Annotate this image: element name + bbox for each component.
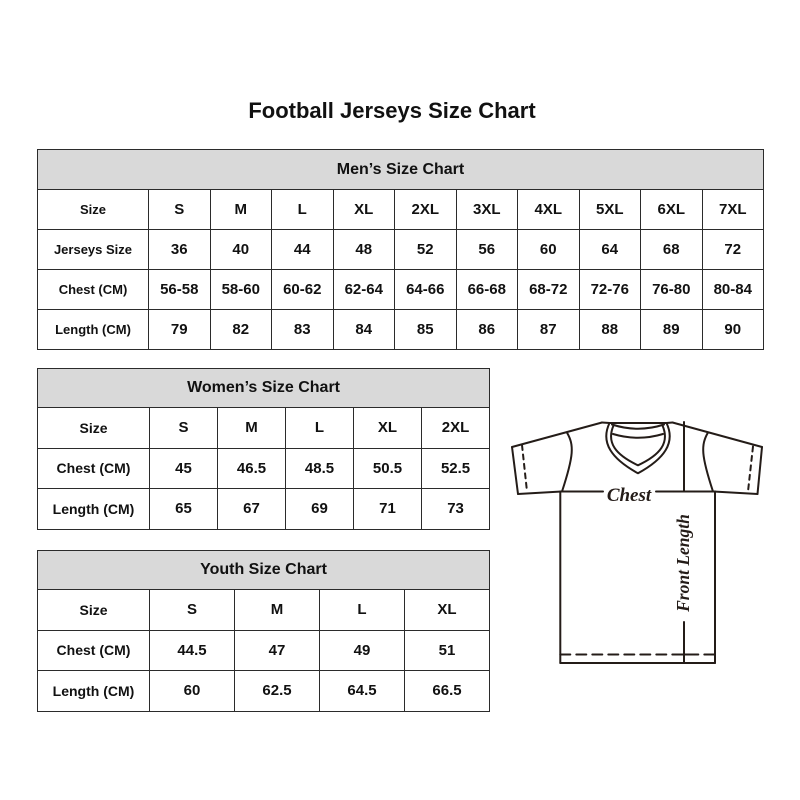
svg-text:Front Length: Front Length (673, 514, 693, 613)
svg-text:Chest: Chest (607, 485, 652, 506)
